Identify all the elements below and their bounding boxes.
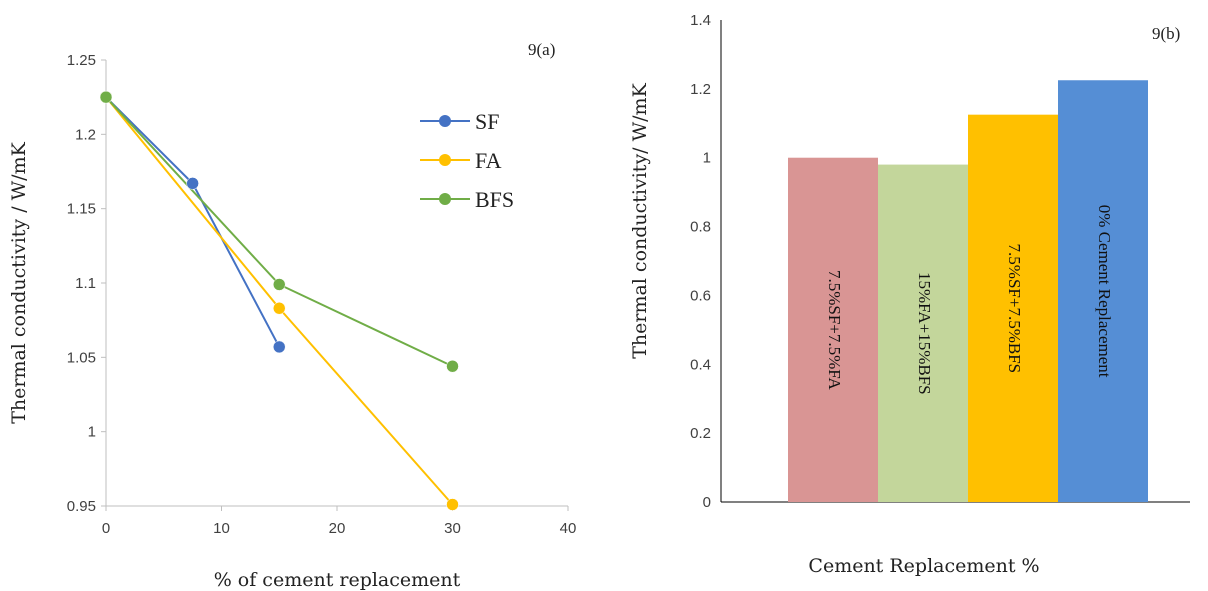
- chart-a-x-tick-label: 30: [444, 520, 461, 537]
- bar: [878, 164, 968, 502]
- series-line-bfs: [105, 96, 453, 368]
- chart-a-y-tick-label: 1.25: [67, 52, 96, 69]
- chart-b-y-tick-label: 0.4: [690, 356, 711, 373]
- data-point-sf: [273, 340, 286, 354]
- chart-a-y-tick-label: 0.95: [67, 498, 96, 515]
- chart-b-y-tick-label: 0.2: [690, 425, 711, 442]
- data-point-fa: [446, 498, 459, 511]
- legend-marker-fa: [439, 154, 451, 166]
- chart-b: 0 0.2 0.4 0.6 0.8 1 1.2 1.4 7.5%SF+7.5%FA 15%FA+1…: [629, 12, 1190, 577]
- bar: [1058, 80, 1148, 502]
- bar: [968, 114, 1058, 502]
- chart-a-y-tick-label: 1.15: [67, 201, 96, 218]
- chart-b-panel-label: 9(b): [1152, 24, 1180, 43]
- chart-a-x-tick-label: 0: [102, 520, 110, 537]
- chart-a-y-tick-label: 1: [88, 424, 96, 441]
- data-point-fa: [273, 302, 286, 315]
- chart-a-y-tick-label: 1.05: [67, 349, 96, 366]
- chart-b-x-axis-title: Cement Replacement %: [808, 555, 1039, 577]
- legend-label-sf: SF: [475, 109, 499, 134]
- bar: [788, 157, 878, 502]
- chart-b-y-tick-label: 1.2: [690, 81, 711, 98]
- chart-b-y-tick-label: 1.4: [690, 12, 711, 29]
- bar-category-label: 7.5%SF+7.5%FA: [825, 270, 844, 391]
- legend-label-bfs: BFS: [475, 187, 514, 212]
- chart-b-y-axis-title: Thermal conductivity/ W/mK: [629, 82, 651, 358]
- bar-category-label: 7.5%SF+7.5%BFS: [1005, 244, 1024, 374]
- chart-a-x-tick-label: 20: [329, 520, 346, 537]
- chart-a-x-axis-title: % of cement replacement: [214, 569, 461, 591]
- data-point-bfs: [99, 90, 113, 104]
- chart-a-y-tick-label: 1.1: [75, 275, 96, 292]
- data-point-bfs: [446, 360, 459, 373]
- chart-a-x-tick-label: 10: [213, 520, 230, 537]
- chart-a: 0.95 1 1.05 1.1 1.15 1.2 1.25 0 10 20 30 40 SF FA BFS 9…: [8, 40, 576, 591]
- data-point-bfs: [273, 278, 286, 291]
- bar-category-label: 15%FA+15%BFS: [915, 272, 934, 395]
- chart-a-x-tick-label: 40: [560, 520, 577, 537]
- bar-category-label: 0% Cement Replacement: [1095, 205, 1114, 378]
- chart-a-y-axis-title: Thermal conductivity / W/mK: [8, 141, 30, 423]
- legend-label-fa: FA: [475, 148, 502, 173]
- legend-marker-sf: [439, 115, 451, 127]
- series-line-fa: [105, 96, 454, 506]
- chart-b-y-tick-label: 0.6: [690, 287, 711, 304]
- chart-b-y-tick-label: 0: [703, 494, 711, 511]
- chart-a-panel-label: 9(a): [528, 40, 555, 59]
- chart-b-y-tick-label: 1: [703, 150, 711, 167]
- chart-b-y-tick-label: 0.8: [690, 219, 711, 236]
- data-point-sf: [186, 177, 199, 190]
- chart-a-y-tick-label: 1.2: [75, 126, 96, 143]
- series-line-sf: [105, 96, 281, 348]
- legend-marker-bfs: [439, 193, 451, 205]
